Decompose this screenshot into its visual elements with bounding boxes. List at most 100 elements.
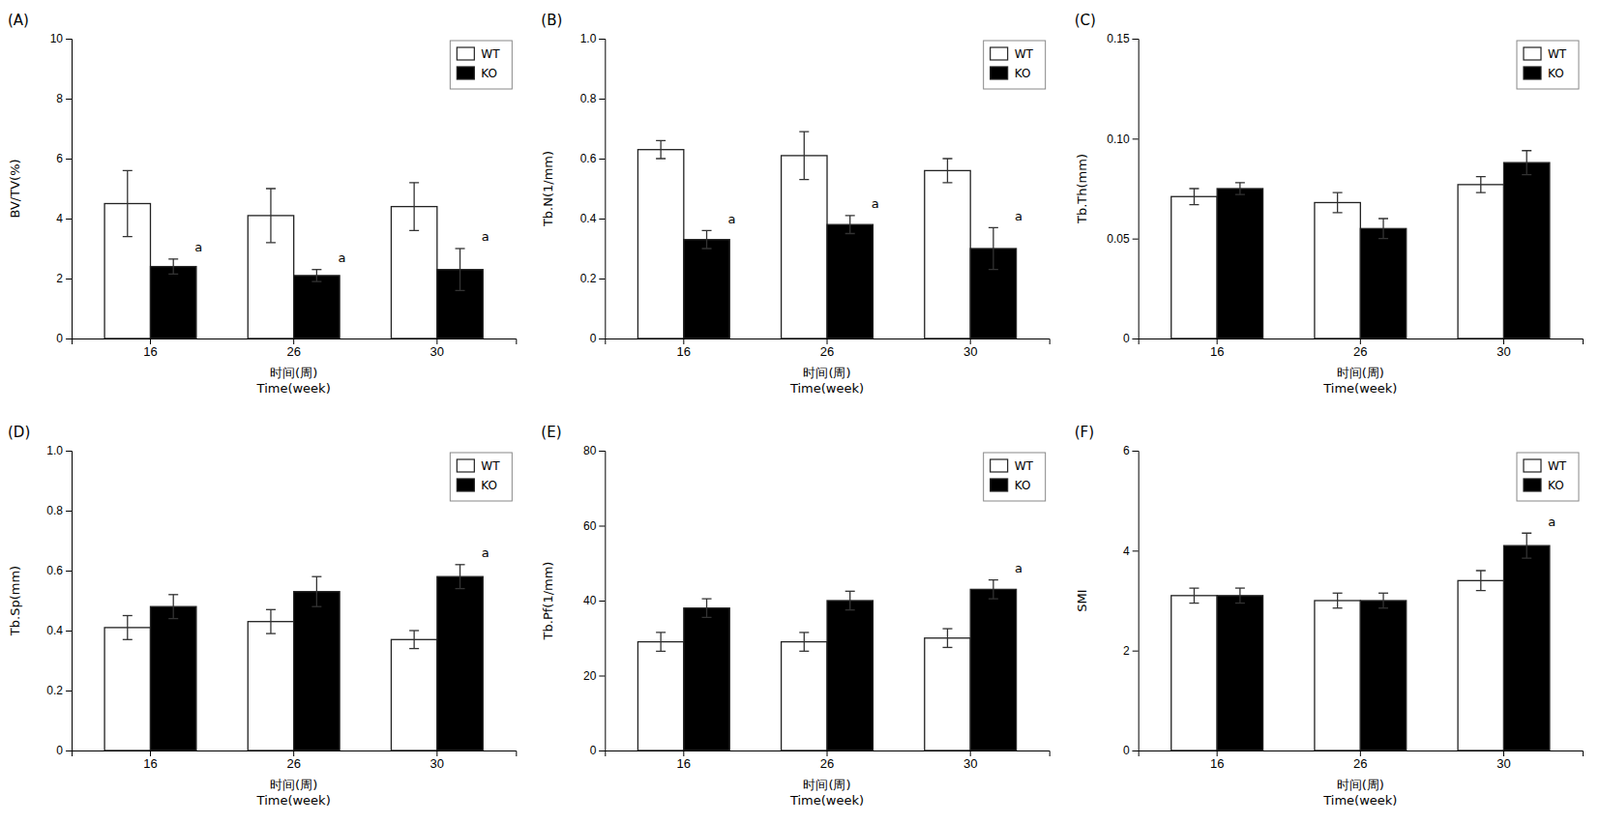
error-bar-stem xyxy=(1382,592,1384,609)
x-axis-line xyxy=(605,339,1050,346)
error-bar-stem xyxy=(803,632,805,652)
legend-frame xyxy=(1516,452,1579,502)
bar xyxy=(683,239,730,339)
y-tick-label: 0 xyxy=(56,331,63,346)
y-tick-label: 60 xyxy=(583,519,597,534)
bar xyxy=(1171,595,1217,751)
x-tick-label: 26 xyxy=(820,344,834,359)
y-axis-line xyxy=(1132,451,1140,752)
legend-swatch xyxy=(1523,459,1541,473)
error-bar-cap xyxy=(409,629,419,631)
bar xyxy=(1457,580,1504,751)
error-bar xyxy=(942,628,952,648)
error-bar-stem xyxy=(316,576,318,607)
error-bar-cap xyxy=(311,268,322,270)
error-bar-cap xyxy=(168,258,178,260)
legend-label: WT xyxy=(1014,459,1035,474)
y-tick-label: 0 xyxy=(1123,743,1130,758)
error-bar-cap xyxy=(1235,181,1245,183)
error-bar-cap xyxy=(845,233,856,235)
x-tick-mark xyxy=(1503,338,1505,345)
error-bar-cap xyxy=(1333,191,1343,193)
error-bar-cap xyxy=(702,230,712,232)
y-tick: 0.8 xyxy=(46,503,72,518)
error-bar-cap xyxy=(1521,557,1532,559)
error-bar xyxy=(655,632,666,652)
y-tick-label: 0.05 xyxy=(1106,232,1130,246)
y-tick-mark xyxy=(1132,651,1139,652)
significance-label: a xyxy=(871,196,880,211)
y-tick: 0.05 xyxy=(1106,232,1138,246)
x-tick-label: 16 xyxy=(143,756,157,771)
error-bar xyxy=(799,131,809,180)
legend-label: KO xyxy=(1014,478,1032,493)
error-bar-cap xyxy=(845,609,856,611)
series-bars xyxy=(1216,162,1550,339)
error-bars xyxy=(1235,533,1532,609)
error-bar-cap xyxy=(455,290,466,292)
legend-item: KO xyxy=(990,66,1032,81)
x-tick: 16 xyxy=(1210,750,1224,771)
bar xyxy=(1314,600,1361,751)
x-tick-label: 26 xyxy=(286,756,300,771)
error-bar xyxy=(311,269,322,282)
figure: 0246810162630aaaBV/TV(%)时间(周)Time(week)(… xyxy=(0,0,1600,824)
bar xyxy=(827,600,873,751)
y-tick: 0 xyxy=(1123,743,1139,758)
bar xyxy=(637,642,683,751)
x-axis-line xyxy=(72,751,517,758)
legend: WTKO xyxy=(1516,452,1579,502)
y-tick: 0.8 xyxy=(580,91,606,106)
error-bars xyxy=(1235,150,1532,239)
y-tick-mark xyxy=(598,450,605,452)
y-tick: 0.2 xyxy=(580,271,606,286)
bar xyxy=(1360,600,1406,751)
error-bar xyxy=(1235,588,1245,604)
error-bars xyxy=(122,170,419,242)
error-bar-cap xyxy=(799,130,809,132)
legend-label: WT xyxy=(480,47,501,61)
error-bar-cap xyxy=(266,609,276,611)
bar xyxy=(1360,228,1406,339)
bar xyxy=(970,589,1016,751)
y-axis-line xyxy=(65,451,73,752)
legend-item: KO xyxy=(1523,478,1565,493)
bar xyxy=(924,170,971,339)
y-tick: 0.4 xyxy=(46,623,72,638)
y-tick: 2 xyxy=(56,271,72,286)
y-axis-line xyxy=(598,451,606,752)
legend-swatch xyxy=(456,478,475,492)
legend-item: WT xyxy=(456,47,501,61)
bar xyxy=(1171,196,1217,339)
error-bar xyxy=(988,580,999,599)
error-bar xyxy=(1378,592,1389,609)
legend-swatch xyxy=(456,459,475,473)
legend-frame xyxy=(983,40,1046,89)
error-bar-cap xyxy=(122,236,133,238)
error-bar-cap xyxy=(311,576,322,578)
y-tick-mark xyxy=(65,218,72,220)
y-tick-mark xyxy=(598,158,605,160)
error-bar-stem xyxy=(459,564,461,590)
error-bar xyxy=(1188,188,1199,206)
error-bar xyxy=(409,182,419,232)
x-tick-label: 26 xyxy=(1353,756,1367,771)
error-bar-cap xyxy=(1378,217,1389,219)
error-bar-stem xyxy=(316,269,318,282)
y-tick-mark xyxy=(65,510,72,512)
y-tick-label: 2 xyxy=(56,271,63,286)
panel-label: (C) xyxy=(1074,11,1097,30)
x-tick-mark xyxy=(436,750,438,757)
y-tick: 0 xyxy=(56,331,72,346)
legend-item: WT xyxy=(990,47,1035,61)
y-tick: 0 xyxy=(1123,331,1139,346)
bar xyxy=(149,266,196,339)
y-tick: 4 xyxy=(1123,544,1139,559)
legend-swatch xyxy=(990,478,1008,492)
x-axis: 162630 xyxy=(605,338,1050,359)
bar xyxy=(294,592,340,751)
panel: 0246810162630aaaBV/TV(%)时间(周)Time(week)(… xyxy=(7,11,517,396)
error-bar-stem xyxy=(1382,218,1384,239)
error-bar-stem xyxy=(413,182,415,232)
error-bar-stem xyxy=(1480,177,1482,194)
